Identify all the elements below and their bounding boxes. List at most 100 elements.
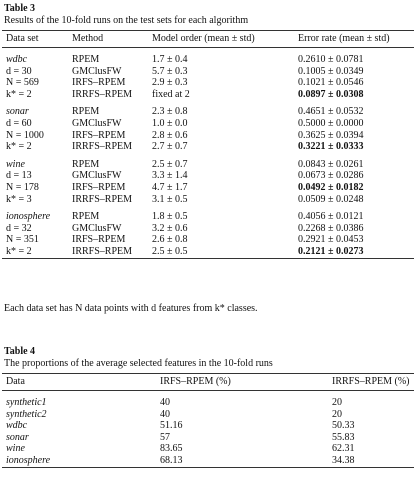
- table-cell: 68.13: [156, 454, 328, 468]
- table-cell: N = 569: [6, 77, 39, 89]
- table-cell: IRRFS–RPEM: [72, 193, 133, 205]
- table-cell: IRFS–RPEM: [72, 129, 126, 141]
- table-row: wine 83.65 62.31: [2, 443, 414, 455]
- table-cell: IRRFS–RPEM: [72, 88, 133, 100]
- column-header: Method: [68, 30, 148, 48]
- table-note: Each data set has N data points with d f…: [4, 303, 258, 314]
- table-cell: sonar: [6, 431, 29, 443]
- table-cell: RPEM: [72, 54, 100, 65]
- table-cell: 83.65: [160, 443, 183, 455]
- table-row: k* = 3 IRRFS–RPEM 3.1 ± 0.5 0.0509 ± 0.0248: [2, 194, 414, 206]
- table-cell: 0.2921 ± 0.0453: [298, 234, 364, 246]
- table-row: d = 32 GMClusFW 3.2 ± 0.6 0.2268 ± 0.0386: [2, 223, 414, 235]
- table-cell: sonar: [6, 106, 29, 118]
- table-cell: 4.7 ± 1.7: [152, 181, 188, 193]
- table-row: k* = 2 IRRFS–RPEM 2.5 ± 0.5 0.2121 ± 0.0273: [2, 245, 414, 259]
- table-label: Table 3: [4, 3, 35, 14]
- table-cell: 0.2610 ± 0.0781: [298, 54, 364, 65]
- table-cell: 3.1 ± 0.5: [152, 193, 188, 205]
- table-cell: 2.5 ± 0.5: [148, 245, 294, 259]
- table-cell: GMClusFW: [72, 170, 122, 182]
- table-cell: 40: [160, 397, 170, 408]
- table-row: d = 30 GMClusFW 5.7 ± 0.3 0.1005 ± 0.0349: [2, 66, 414, 78]
- table-cell: 0.0843 ± 0.0261: [298, 158, 364, 170]
- table-label: Table 4: [4, 346, 35, 357]
- table-cell: ionosphere: [2, 454, 156, 468]
- table-cell: wine: [6, 443, 25, 455]
- table-row: synthetic1 40 20: [2, 397, 414, 409]
- table-cell: 2.5 ± 0.7: [152, 158, 188, 170]
- table-row: wdbc 51.16 50.33: [2, 420, 414, 432]
- column-header: Error rate (mean ± std): [294, 30, 414, 48]
- column-header: IRFS–RPEM (%): [156, 373, 328, 391]
- table-cell: RPEM: [72, 211, 100, 223]
- table-cell: 0.4651 ± 0.0532: [298, 106, 364, 118]
- table-cell: 2.7 ± 0.7: [152, 141, 188, 153]
- table-cell: IRRFS–RPEM: [72, 141, 133, 153]
- table-cell: ionosphere: [6, 211, 51, 223]
- table-cell: 20: [332, 397, 342, 408]
- table-cell: d = 30: [6, 65, 32, 77]
- column-header: IRRFS–RPEM (%): [328, 373, 414, 391]
- column-header: Data set: [2, 30, 68, 48]
- table-row: N = 569 IRFS–RPEM 2.9 ± 0.3 0.1021 ± 0.0546: [2, 77, 414, 89]
- table-title: The proportions of the average selected …: [4, 358, 273, 369]
- table-cell: k* = 2: [2, 245, 68, 259]
- table-cell: N = 351: [6, 234, 39, 246]
- table-number: Table 4: [4, 346, 36, 357]
- table-cell: 0.0673 ± 0.0286: [298, 170, 364, 182]
- table-cell: wdbc: [6, 54, 28, 65]
- table-cell: wine: [6, 158, 25, 170]
- table-cell: 2.9 ± 0.3: [152, 77, 188, 89]
- table-cell: 34.38: [328, 454, 414, 468]
- table-row: sonar RPEM 2.3 ± 0.8 0.4651 ± 0.0532: [2, 106, 414, 118]
- table-row: d = 13 GMClusFW 3.3 ± 1.4 0.0673 ± 0.0286: [2, 170, 414, 182]
- table-cell: 0.0509 ± 0.0248: [298, 193, 364, 205]
- table-cell: IRFS–RPEM: [72, 77, 126, 89]
- table-cell: fixed at 2: [152, 88, 190, 100]
- table-cell: 0.4056 ± 0.0121: [298, 211, 364, 223]
- table-cell: RPEM: [72, 158, 100, 170]
- table-row: N = 1000 IRFS–RPEM 2.8 ± 0.6 0.3625 ± 0.039…: [2, 130, 414, 142]
- table-cell: 0.3221 ± 0.0333: [298, 141, 364, 153]
- table-cell: IRFS–RPEM: [72, 234, 126, 246]
- table-cell: GMClusFW: [72, 65, 122, 77]
- table-row: sonar 57 55.83: [2, 432, 414, 444]
- table-cell: 2.8 ± 0.6: [152, 129, 188, 141]
- table-cell: IRFS–RPEM: [72, 181, 126, 193]
- table-row: wdbc RPEM 1.7 ± 0.4 0.2610 ± 0.0781: [2, 54, 414, 66]
- table-cell: 1.7 ± 0.4: [152, 54, 188, 65]
- table-cell: 51.16: [160, 420, 183, 432]
- table-cell: 62.31: [332, 443, 355, 455]
- table-row: N = 351 IRFS–RPEM 2.6 ± 0.8 0.2921 ± 0.0453: [2, 234, 414, 246]
- table-cell: 0.0492 ± 0.0182: [298, 181, 364, 193]
- table-row: N = 178 IRFS–RPEM 4.7 ± 1.7 0.0492 ± 0.0182: [2, 182, 414, 194]
- table-cell: N = 178: [6, 181, 39, 193]
- table-number: Table 3: [4, 3, 36, 14]
- table-cell: synthetic2: [6, 408, 47, 420]
- table-cell: 50.33: [332, 420, 355, 432]
- table-cell: k* = 2: [6, 141, 32, 153]
- table-cell: 20: [332, 408, 342, 420]
- table-cell: d = 32: [6, 222, 32, 234]
- table-cell: GMClusFW: [72, 222, 122, 234]
- table-cell: 40: [160, 408, 170, 420]
- table-cell: 3.2 ± 0.6: [152, 222, 188, 234]
- table-cell: d = 60: [6, 117, 32, 129]
- table-cell: 0.0897 ± 0.0308: [298, 88, 364, 100]
- table-cell: wdbc: [6, 420, 28, 432]
- table-cell: 1.0 ± 0.0: [152, 117, 188, 129]
- table-title: Results of the 10-fold runs on the test …: [4, 15, 249, 26]
- table-cell: GMClusFW: [72, 117, 122, 129]
- table-row: ionosphere RPEM 1.8 ± 0.5 0.4056 ± 0.0121: [2, 211, 414, 223]
- table-cell: 3.3 ± 1.4: [152, 170, 188, 182]
- table-cell: RPEM: [72, 106, 100, 118]
- table-cell: 2.6 ± 0.8: [152, 234, 188, 246]
- table-cell: 1.8 ± 0.5: [152, 211, 188, 223]
- table-cell: 0.2268 ± 0.0386: [298, 222, 364, 234]
- table-row: k* = 2 IRRFS–RPEM 2.7 ± 0.7 0.3221 ± 0.0333: [2, 141, 414, 153]
- table-cell: IRRFS–RPEM: [68, 245, 148, 259]
- table-cell: 0.1005 ± 0.0349: [298, 65, 364, 77]
- results-table: Data set Method Model order (mean ± std) Er…: [2, 30, 414, 259]
- table-cell: 0.5000 ± 0.0000: [298, 117, 364, 129]
